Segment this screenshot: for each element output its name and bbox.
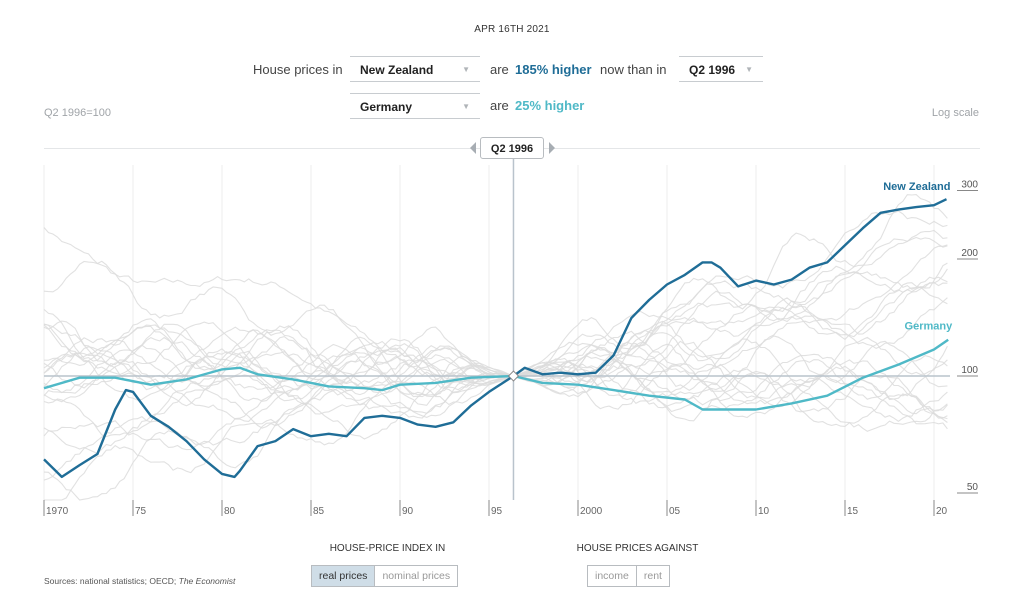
x-tick-label: 1970: [46, 506, 69, 517]
base-period-dropdown[interactable]: Q2 1996 ▼: [679, 56, 763, 82]
background-country-line: [43, 265, 948, 396]
y-tick-label: 300: [961, 180, 978, 191]
y-tick-label: 50: [967, 482, 979, 493]
period-marker-label[interactable]: Q2 1996: [480, 137, 544, 159]
nominal-prices-button[interactable]: nominal prices: [374, 566, 457, 586]
now-than-in-text: now than in: [600, 62, 667, 77]
background-country-line: [43, 276, 948, 384]
index-control-title: HOUSE-PRICE INDEX IN: [329, 543, 446, 554]
background-country-line: [43, 244, 948, 455]
country-secondary-dropdown[interactable]: Germany ▼: [350, 93, 480, 119]
y-tick-label: 100: [961, 365, 978, 376]
background-country-line: [43, 262, 948, 501]
sentence-prefix: House prices in: [253, 62, 343, 77]
x-tick-label: 05: [669, 506, 681, 517]
country-secondary-value: Germany: [360, 100, 413, 114]
x-tick-label: 90: [402, 506, 414, 517]
sources-publication: The Economist: [178, 576, 236, 586]
background-country-line: [43, 210, 948, 394]
are-text-2: are: [490, 98, 509, 113]
country-primary-dropdown[interactable]: New Zealand ▼: [350, 56, 480, 82]
series-line-germany: [43, 338, 949, 411]
background-country-line: [43, 282, 948, 384]
y-tick-label: 200: [961, 248, 978, 259]
x-tick-label: 80: [224, 506, 236, 517]
background-country-line: [43, 194, 948, 398]
series-line-new-zealand: [43, 198, 948, 479]
real-prices-button[interactable]: real prices: [312, 566, 375, 586]
x-tick-label: 85: [313, 506, 325, 517]
against-toggle: income rent: [587, 565, 670, 587]
base-point-marker: [507, 370, 520, 382]
against-control-title: HOUSE PRICES AGAINST: [576, 543, 699, 554]
log-scale-note: Log scale: [931, 107, 979, 119]
sources-note: Sources: national statistics; OECD; The …: [44, 576, 235, 586]
country-primary-value: New Zealand: [360, 63, 434, 77]
background-country-line: [43, 320, 948, 395]
x-tick-label: 95: [491, 506, 503, 517]
x-tick-label: 75: [135, 506, 147, 517]
x-tick-label: 20: [936, 506, 948, 517]
background-country-line: [43, 236, 948, 481]
index-base-note: Q2 1996=100: [44, 107, 111, 119]
publication-date: APR 16TH 2021: [474, 24, 550, 35]
x-tick-label: 2000: [580, 506, 603, 517]
secondary-change: 25% higher: [515, 98, 585, 113]
chevron-down-icon: ▼: [462, 65, 470, 74]
previous-period-arrow-icon[interactable]: [470, 142, 476, 154]
chevron-down-icon: ▼: [462, 102, 470, 111]
background-country-line: [43, 346, 948, 422]
income-button[interactable]: income: [595, 570, 629, 582]
are-text: are: [490, 62, 509, 77]
index-toggle: real prices nominal prices: [311, 565, 459, 587]
series-label-new-zealand: New Zealand: [883, 181, 950, 193]
rent-button[interactable]: rent: [635, 566, 669, 586]
background-country-line: [43, 340, 948, 402]
base-period-value: Q2 1996: [689, 63, 736, 77]
primary-change: 185% higher: [515, 62, 592, 77]
x-tick-label: 15: [847, 506, 859, 517]
chevron-down-icon: ▼: [745, 65, 753, 74]
background-country-line: [43, 282, 948, 438]
x-tick-label: 10: [758, 506, 770, 517]
sources-text: Sources: national statistics; OECD;: [44, 576, 179, 586]
next-period-arrow-icon[interactable]: [549, 142, 555, 154]
series-label-germany: Germany: [905, 321, 954, 333]
